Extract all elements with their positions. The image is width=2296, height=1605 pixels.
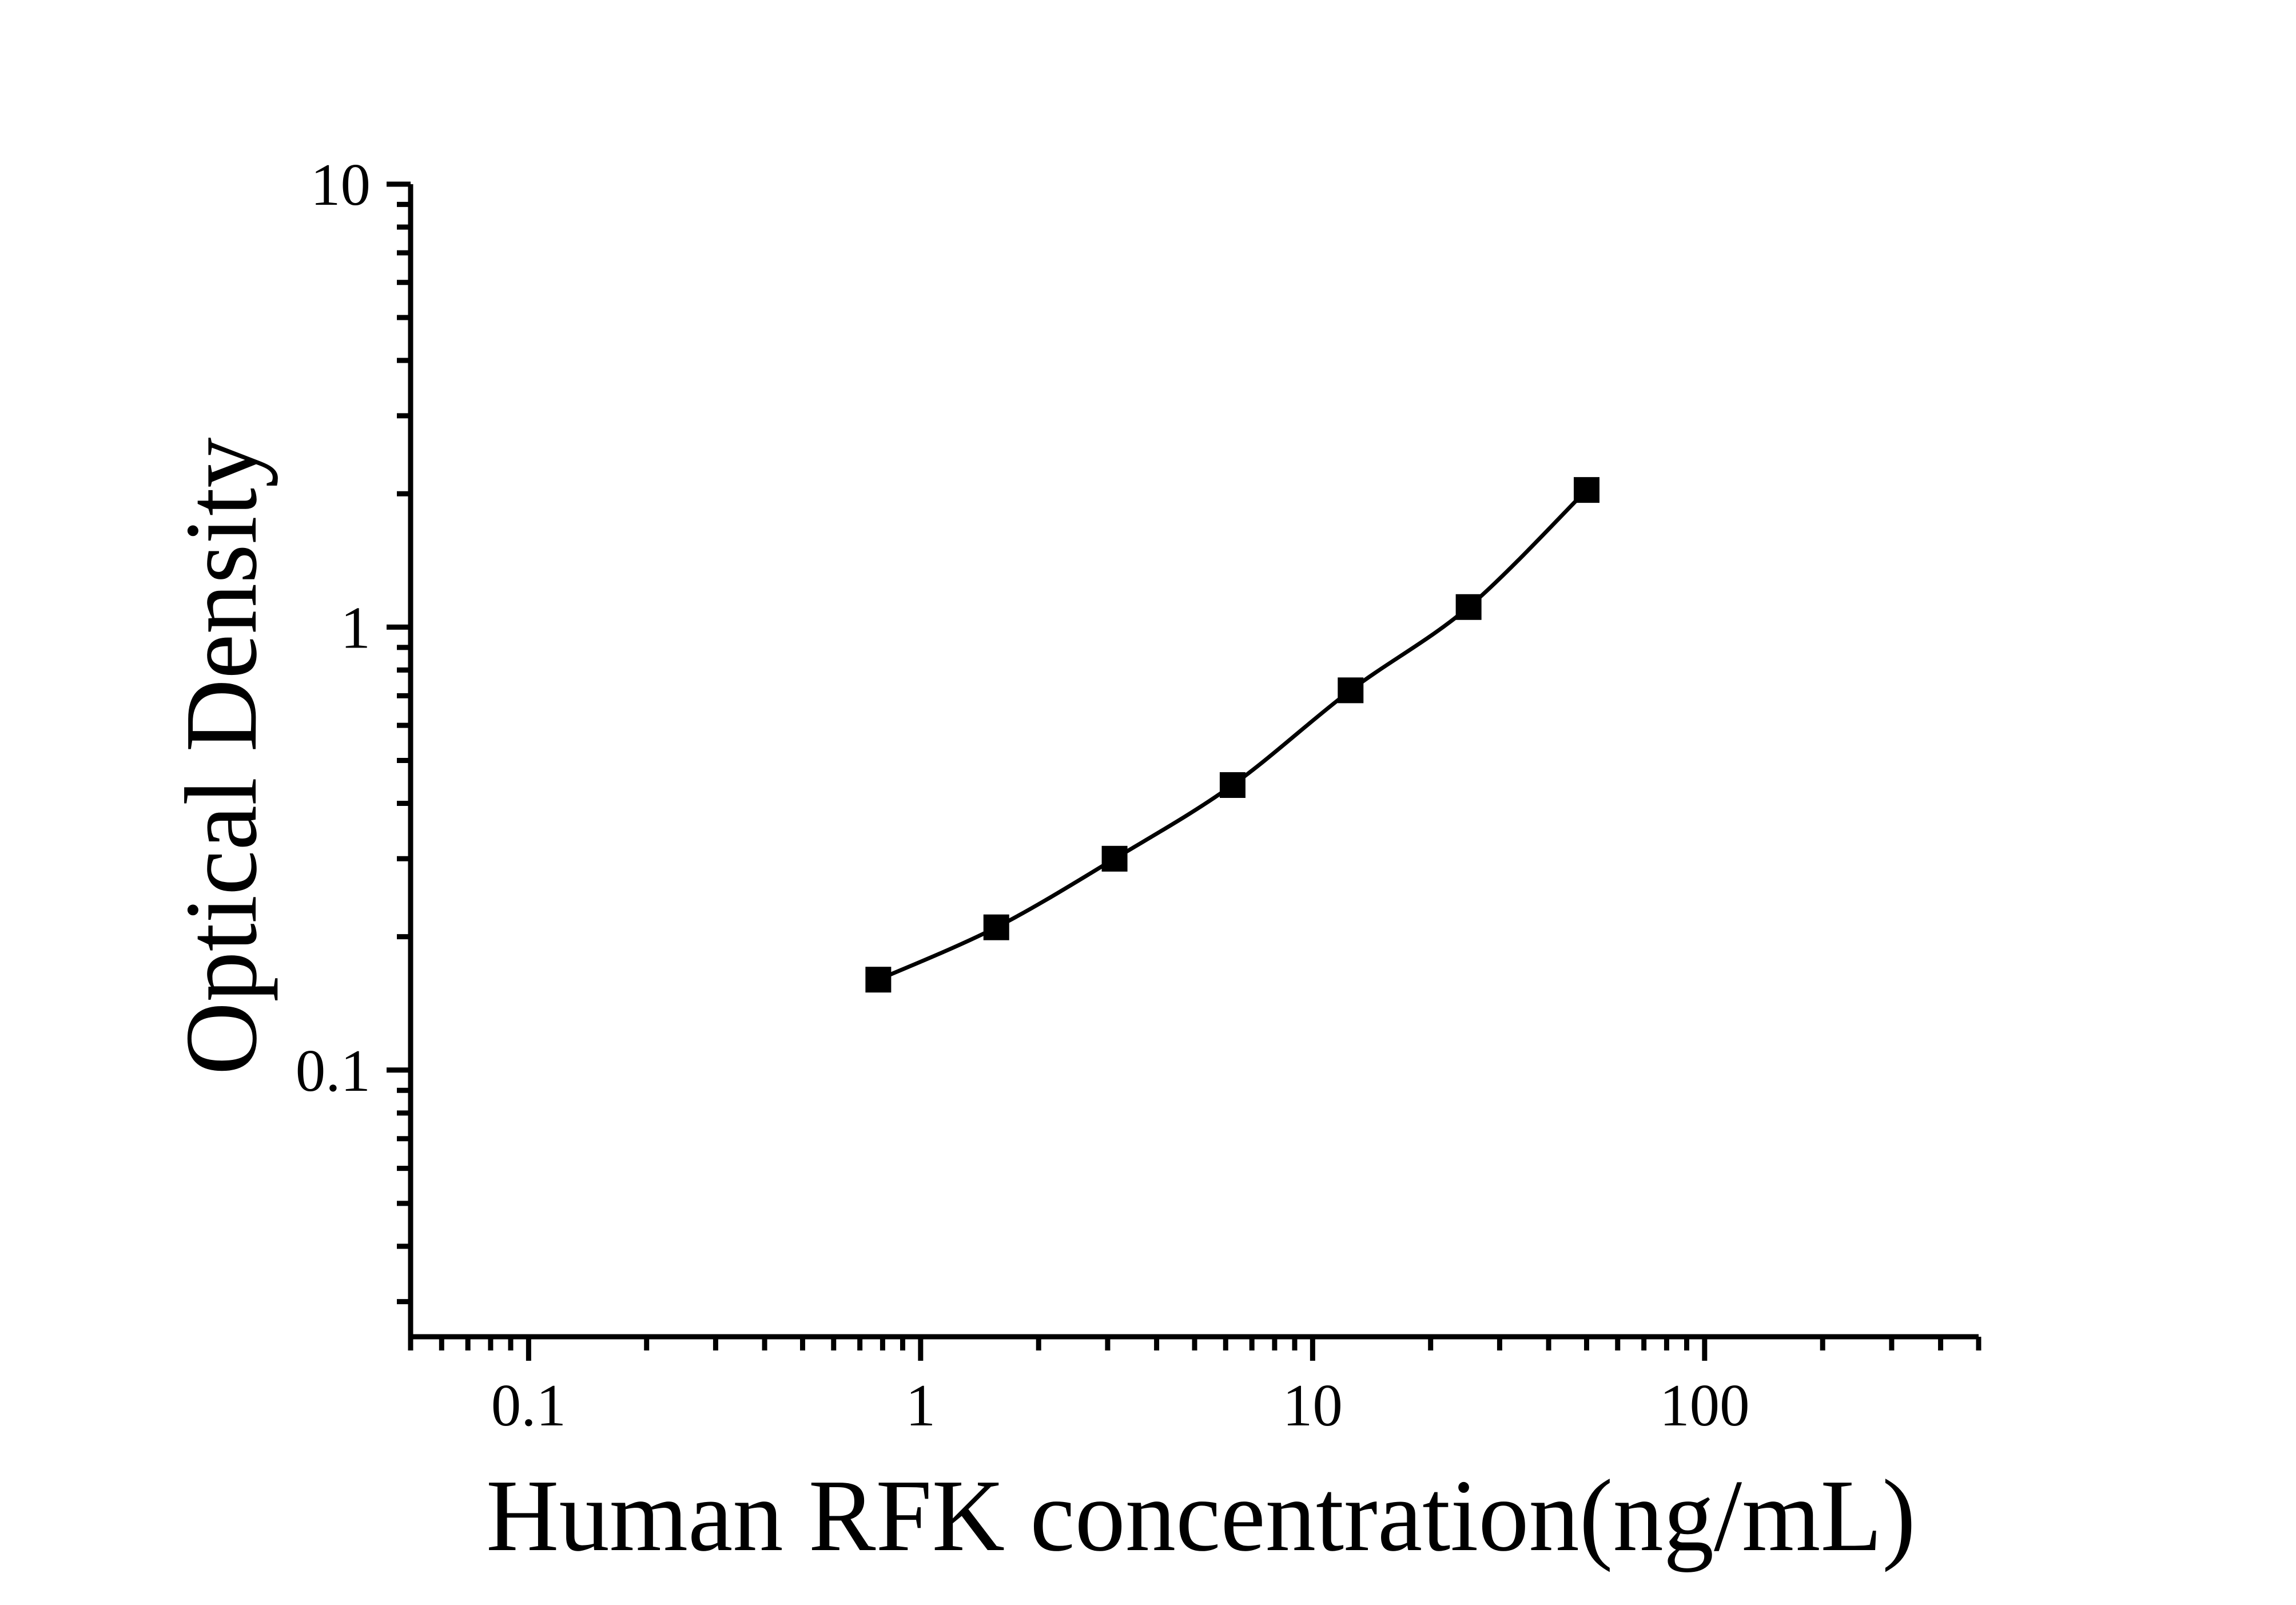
data-point-marker	[1574, 477, 1599, 503]
x-tick-label: 100	[1660, 1372, 1750, 1439]
data-point-marker	[865, 967, 892, 993]
series-standard-curve	[865, 477, 1599, 993]
x-tick-label: 10	[1283, 1372, 1343, 1439]
data-point-marker	[983, 914, 1009, 940]
axes	[408, 184, 1979, 1340]
data-point-marker	[1219, 772, 1246, 798]
y-tick-label: 0.1	[296, 1037, 371, 1104]
axis-lines	[408, 184, 1979, 1340]
data-point-marker	[1101, 845, 1128, 872]
y-tick-label: 1	[341, 594, 371, 661]
y-axis-title: Optical Density	[164, 438, 278, 1075]
axis-ticks	[387, 181, 1981, 1361]
x-tick-label: 0.1	[491, 1372, 566, 1439]
x-axis-title: Human RFK concentration(ng/mL)	[486, 1459, 1916, 1572]
x-tick-label: 1	[906, 1372, 936, 1439]
axis-tick-labels: 0.1 1 10 100 0.1 1 10	[296, 151, 1750, 1439]
data-point-marker	[1455, 594, 1482, 620]
standard-curve-line	[877, 488, 1588, 982]
data-point-marker	[1338, 677, 1364, 704]
y-tick-label: 10	[311, 151, 371, 218]
